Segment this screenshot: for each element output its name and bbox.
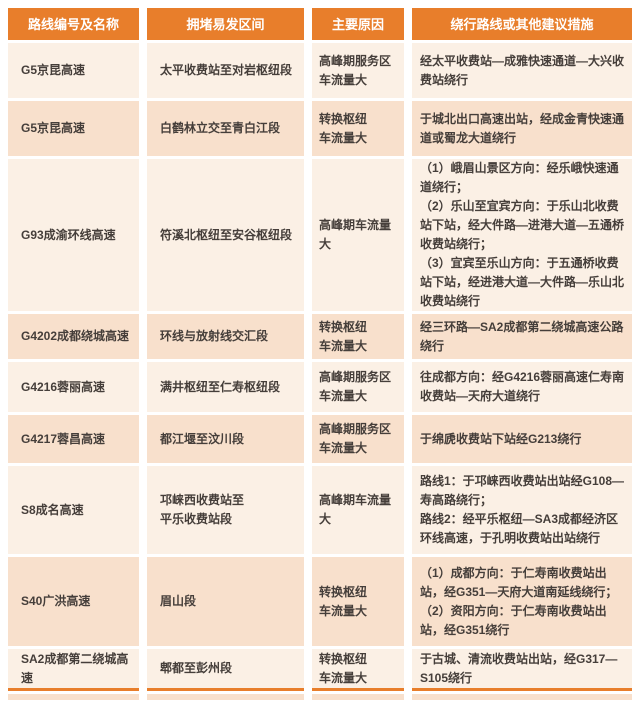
route-name-cell: SA2成都第二绕城高速 [8, 649, 139, 691]
main-reason-cell: 高峰期车流量大 [312, 466, 404, 554]
table-body: G5京昆高速 太平收费站至对岩枢纽段 高峰期服务区 车流量大 经太平收费站—成雅… [8, 43, 632, 691]
table-row: SA2成都第二绕城高速 郫都至彭州段 转换枢纽 车流量大 于古城、清流收费站出站… [8, 649, 632, 691]
table-header-row: 路线编号及名称 拥堵易发区间 主要原因 绕行路线或其他建议措施 [8, 8, 632, 40]
congestion-section-cell: 满井枢纽至仁寿枢纽段 [147, 362, 304, 412]
table-row: G5京昆高速 白鹤林立交至青白江段 转换枢纽 车流量大 于城北出口高速出站，经成… [8, 101, 632, 156]
congestion-section-cell: 环线与放射线交汇段 [147, 314, 304, 359]
detour-advice-cell: 于城北出口高速出站，经成金青快速通道或蜀龙大道绕行 [412, 101, 632, 156]
detour-advice-cell: 经太平收费站—成雅快速通道—大兴收费站绕行 [412, 43, 632, 98]
congestion-section-cell: 白鹤林立交至青白江段 [147, 101, 304, 156]
header-congestion-section: 拥堵易发区间 [147, 8, 304, 40]
congestion-section-cell: 眉山段 [147, 557, 304, 646]
main-reason-cell: 高峰期服务区 车流量大 [312, 362, 404, 412]
congestion-section-cell: 都江堰至汶川段 [147, 415, 304, 463]
traffic-advisory-table: 路线编号及名称 拥堵易发区间 主要原因 绕行路线或其他建议措施 G5京昆高速 太… [8, 8, 632, 703]
congestion-section-cell: 邛崃西收费站至 平乐收费站段 [147, 466, 304, 554]
table-row: G4202成都绕城高速 环线与放射线交汇段 转换枢纽 车流量大 经三环路—SA2… [8, 314, 632, 359]
cutoff-cell [8, 694, 139, 700]
header-main-reason: 主要原因 [312, 8, 404, 40]
table-row: G93成渝环线高速 符溪北枢纽至安谷枢纽段 高峰期车流量大 （1）峨眉山景区方向… [8, 159, 632, 311]
detour-advice-cell: （1）峨眉山景区方向：经乐峨快速通道绕行； （2）乐山至宜宾方向：于乐山北收费站… [412, 159, 632, 311]
congestion-section-cell: 郫都至彭州段 [147, 649, 304, 691]
detour-advice-cell: 路线1：于邛崃西收费站出站经G108—寿高路绕行； 路线2：经平乐枢纽—SA3成… [412, 466, 632, 554]
main-reason-cell: 转换枢纽 车流量大 [312, 557, 404, 646]
table-row: S40广洪高速 眉山段 转换枢纽 车流量大 （1）成都方向：于仁寿南收费站出站，… [8, 557, 632, 646]
route-name-cell: G5京昆高速 [8, 101, 139, 156]
header-route-name: 路线编号及名称 [8, 8, 139, 40]
table-row: S8成名高速 邛崃西收费站至 平乐收费站段 高峰期车流量大 路线1：于邛崃西收费… [8, 466, 632, 554]
header-detour-advice: 绕行路线或其他建议措施 [412, 8, 632, 40]
table-row: G4216蓉丽高速 满井枢纽至仁寿枢纽段 高峰期服务区 车流量大 往成都方向：经… [8, 362, 632, 412]
detour-advice-cell: 于古城、清流收费站出站，经G317—S105绕行 [412, 649, 632, 691]
table-row: G4217蓉昌高速 都江堰至汶川段 高峰期服务区 车流量大 于绵虒收费站下站经G… [8, 415, 632, 463]
detour-advice-cell: 经三环路—SA2成都第二绕城高速公路绕行 [412, 314, 632, 359]
route-name-cell: G4216蓉丽高速 [8, 362, 139, 412]
congestion-section-cell: 符溪北枢纽至安谷枢纽段 [147, 159, 304, 311]
cutoff-cell [312, 694, 404, 700]
cutoff-next-row [8, 694, 632, 700]
congestion-section-cell: 太平收费站至对岩枢纽段 [147, 43, 304, 98]
detour-advice-cell: （1）成都方向：于仁寿南收费站出站，经G351—天府大道南延线绕行； （2）资阳… [412, 557, 632, 646]
main-reason-cell: 转换枢纽 车流量大 [312, 101, 404, 156]
table-row: G5京昆高速 太平收费站至对岩枢纽段 高峰期服务区 车流量大 经太平收费站—成雅… [8, 43, 632, 98]
route-name-cell: G93成渝环线高速 [8, 159, 139, 311]
detour-advice-cell: 往成都方向：经G4216蓉丽高速仁寿南收费站—天府大道绕行 [412, 362, 632, 412]
route-name-cell: S8成名高速 [8, 466, 139, 554]
route-name-cell: S40广洪高速 [8, 557, 139, 646]
main-reason-cell: 转换枢纽 车流量大 [312, 314, 404, 359]
main-reason-cell: 高峰期车流量大 [312, 159, 404, 311]
route-name-cell: G4217蓉昌高速 [8, 415, 139, 463]
route-name-cell: G5京昆高速 [8, 43, 139, 98]
main-reason-cell: 转换枢纽 车流量大 [312, 649, 404, 691]
main-reason-cell: 高峰期服务区 车流量大 [312, 43, 404, 98]
main-reason-cell: 高峰期服务区 车流量大 [312, 415, 404, 463]
cutoff-cell [412, 694, 632, 700]
detour-advice-cell: 于绵虒收费站下站经G213绕行 [412, 415, 632, 463]
cutoff-cell [147, 694, 304, 700]
route-name-cell: G4202成都绕城高速 [8, 314, 139, 359]
